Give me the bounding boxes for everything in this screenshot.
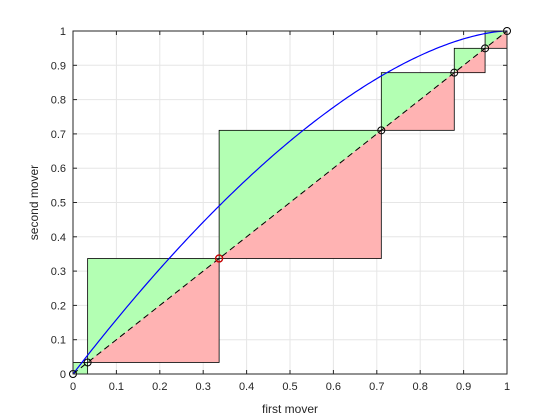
x-tick-label: 0.7 — [369, 381, 384, 393]
x-tick-label: 0 — [70, 381, 76, 393]
box-green-fill — [73, 362, 88, 374]
y-tick-label: 0.2 — [51, 300, 66, 312]
box-red-triangle — [219, 130, 382, 259]
ticks: 0 0.1 0.2 0.3 0.4 0.5 0.6 0.7 0.8 0.9 1 0 0.1 0.2 0.3 0… — [51, 26, 510, 393]
x-axis-label: first mover — [262, 402, 318, 416]
y-tick-label: 0.1 — [51, 335, 66, 347]
x-tick-label: 0.6 — [326, 381, 341, 393]
box-red-triangle — [381, 72, 455, 131]
y-tick-label: 0.8 — [51, 95, 66, 107]
y-tick-label: 0.4 — [51, 232, 66, 244]
box-outline — [453, 47, 486, 74]
x-tick-label: 0.5 — [282, 381, 297, 393]
y-tick-label: 0 — [60, 369, 66, 381]
x-tick-label: 0.9 — [456, 381, 471, 393]
y-tick-label: 0.6 — [51, 163, 66, 175]
curve-line — [72, 30, 508, 375]
iterate-marker — [377, 126, 386, 135]
iterate-marker — [481, 44, 490, 53]
y-tick-label: 0.3 — [51, 266, 66, 278]
markers — [69, 27, 511, 378]
y-tick-label: 0.7 — [51, 129, 66, 141]
x-tick-label: 0.4 — [239, 381, 254, 393]
iterate-marker — [83, 358, 92, 367]
box-outline — [87, 258, 220, 363]
x-tick-label: 0.8 — [413, 381, 428, 393]
iterate-marker — [450, 68, 459, 77]
box-outline — [218, 129, 382, 259]
box-red-triangle — [485, 31, 507, 49]
y-axis-label: second mover — [27, 165, 41, 240]
x-tick-label: 0.3 — [196, 381, 211, 393]
y-tick-label: 1 — [60, 26, 66, 38]
box-outline — [380, 72, 455, 131]
diagonal-line — [72, 30, 508, 375]
y-tick-label: 0.9 — [51, 60, 66, 72]
y-tick-label: 0.5 — [51, 198, 66, 210]
series — [72, 30, 508, 375]
highlight-marker — [214, 254, 224, 263]
x-tick-label: 0.2 — [152, 381, 167, 393]
x-tick-label: 0.1 — [109, 381, 124, 393]
x-tick-label: 1 — [504, 381, 510, 393]
